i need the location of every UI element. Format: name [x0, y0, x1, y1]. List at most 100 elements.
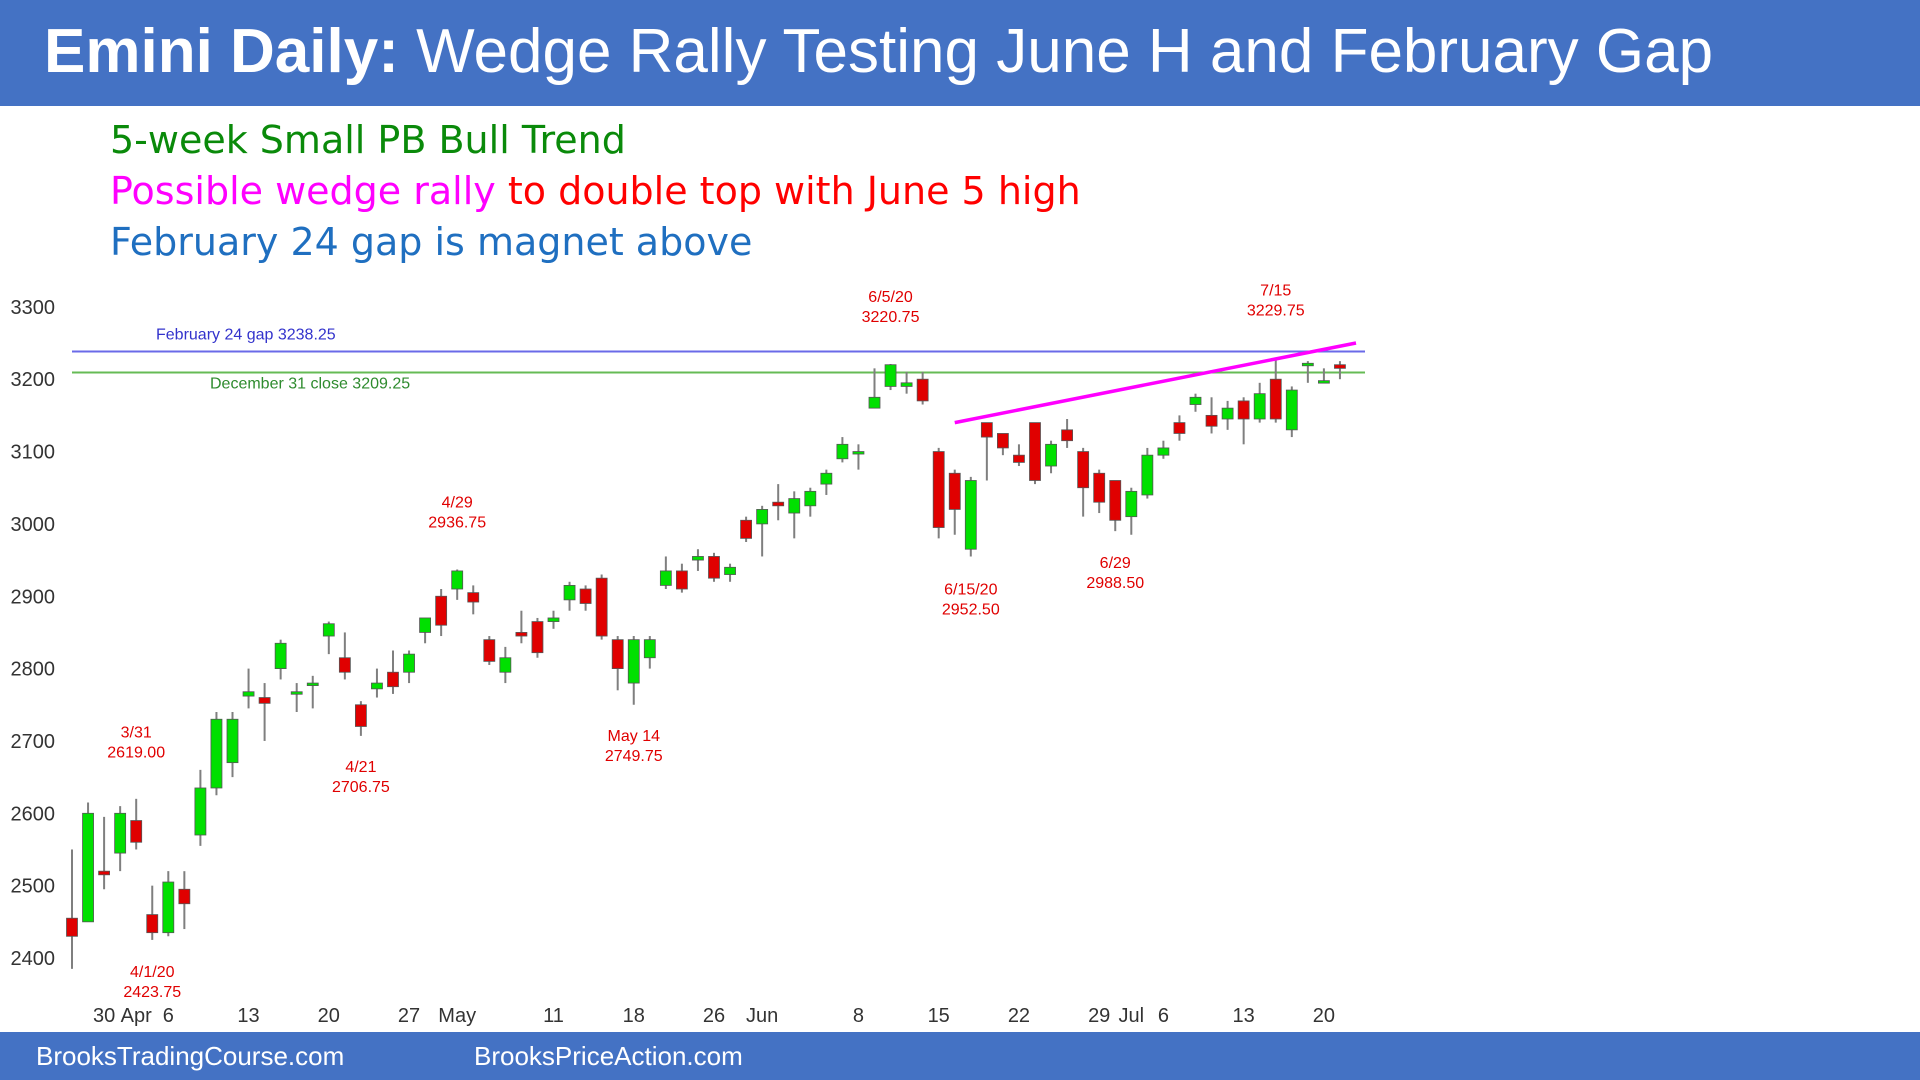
candle-body: [162, 881, 175, 934]
candle-body: [371, 682, 383, 690]
candle-body: [1334, 364, 1346, 369]
y-tick-label: 2700: [11, 731, 56, 753]
annotation-date: 6/29: [1100, 555, 1131, 572]
candle-body: [563, 584, 576, 601]
annotation-price: 2706.75: [332, 779, 390, 796]
y-tick-label: 2500: [11, 876, 56, 898]
candle-body: [531, 621, 544, 654]
candle-body: [226, 718, 239, 764]
x-tick-label: May: [438, 1005, 476, 1027]
candle-body: [66, 917, 78, 937]
candle-body: [306, 682, 319, 686]
candle-body: [403, 653, 415, 673]
annotation-date: 4/1/20: [130, 964, 175, 981]
x-tick-label: 6: [1158, 1005, 1169, 1027]
annotation-price: 3229.75: [1247, 303, 1305, 320]
x-tick-label: 8: [853, 1005, 864, 1027]
x-tick-label: Apr: [121, 1005, 152, 1027]
candle-body: [82, 812, 94, 923]
candle-body: [692, 556, 704, 561]
candle-body: [130, 820, 143, 843]
title-bold: Emini Daily:: [44, 17, 399, 86]
note-gap: February 24 gap is magnet above: [110, 220, 753, 264]
candle-body: [932, 451, 945, 528]
x-tick-label: Jun: [746, 1005, 778, 1027]
candle-body: [627, 639, 640, 684]
candle-body: [964, 480, 977, 550]
annotation-date: 4/29: [442, 495, 473, 512]
annotation-price: 2749.75: [605, 748, 663, 765]
x-tick-label: 6: [163, 1005, 174, 1027]
candle-body: [1029, 422, 1041, 481]
note-wedge-part2: to double top with June 5 high: [495, 169, 1081, 213]
candle-body: [676, 570, 688, 590]
candle-body: [820, 472, 833, 485]
x-tick-label: 11: [543, 1005, 564, 1027]
candle-body: [756, 509, 769, 525]
x-tick-label: 15: [928, 1005, 950, 1027]
x-tick-label: 20: [318, 1005, 340, 1027]
annotation-price: 2952.50: [942, 601, 1000, 618]
candlestick-chart: 2400 2500 2600 2700 2800 2900 3000 3100 3200 3300…: [11, 283, 1365, 1027]
annotation-date: 7/15: [1260, 283, 1291, 300]
candle-body: [740, 519, 752, 539]
candle-body: [1013, 454, 1025, 463]
candle-body: [1093, 472, 1106, 503]
footer-link-right[interactable]: BrooksPriceAction.com: [474, 1041, 743, 1071]
candle-body: [1253, 393, 1266, 420]
candle-body: [1285, 389, 1298, 431]
candle-body: [611, 639, 624, 669]
candle-body: [467, 592, 480, 603]
annotation-price: 3220.75: [862, 309, 920, 326]
candle-body: [1061, 429, 1073, 442]
footer-link-left[interactable]: BrooksTradingCourse.com: [36, 1041, 345, 1071]
annotation-date: 4/21: [345, 759, 376, 776]
candle-body: [547, 617, 560, 622]
candle-body: [948, 472, 961, 510]
y-tick-label: 3300: [11, 297, 56, 319]
note-wedge: Possible wedge rally to double top with …: [110, 169, 1081, 213]
annotation-date: May 14: [608, 728, 661, 745]
candle-body: [515, 632, 528, 637]
candle-body: [804, 490, 817, 507]
candle-body: [900, 382, 913, 387]
annotation-price: 2936.75: [428, 515, 486, 532]
annotation-date: 6/5/20: [868, 289, 913, 306]
x-tick-label: 20: [1313, 1005, 1335, 1027]
y-tick-label: 2600: [11, 803, 56, 825]
candle-body: [483, 639, 496, 662]
x-tick-label: 22: [1008, 1005, 1030, 1027]
candle-body: [1269, 378, 1282, 420]
candle-body: [643, 639, 656, 659]
annotation-price: 2988.50: [1086, 575, 1144, 592]
x-tick-label: 13: [237, 1005, 259, 1027]
footer-bar: [0, 1032, 1920, 1080]
y-tick-label: 2800: [11, 659, 56, 681]
candle-body: [1301, 362, 1314, 367]
annotation-price: 2619.00: [107, 745, 165, 762]
candle-body: [916, 378, 929, 402]
candle-body: [258, 697, 271, 704]
candle-body: [708, 556, 720, 579]
y-tick-label: 2900: [11, 586, 56, 608]
note-wedge-part1: Possible wedge rally: [110, 169, 496, 213]
candle-body: [1189, 396, 1202, 405]
title-rest: Wedge Rally Testing June H and February …: [398, 17, 1714, 86]
x-tick-label: 27: [398, 1005, 420, 1027]
x-tick-label: 13: [1233, 1005, 1255, 1027]
y-tick-label: 2400: [11, 948, 56, 970]
y-tick-label: 3200: [11, 369, 56, 391]
candle-body: [1221, 407, 1234, 420]
candle-body: [1318, 380, 1330, 384]
candle-body: [435, 595, 448, 626]
note-trend: 5-week Small PB Bull Trend: [110, 118, 626, 162]
hline-label-gap: February 24 gap 3238.25: [156, 327, 336, 344]
annotation-date: 3/31: [121, 725, 152, 742]
candle-body: [419, 617, 432, 633]
candle-body: [980, 422, 993, 438]
page-title: Emini Daily: Wedge Rally Testing June H …: [44, 16, 1713, 87]
candle-body: [1125, 490, 1138, 518]
candle-body: [354, 704, 367, 727]
candle-body: [1173, 422, 1186, 434]
x-tick-label: 30: [93, 1005, 115, 1027]
